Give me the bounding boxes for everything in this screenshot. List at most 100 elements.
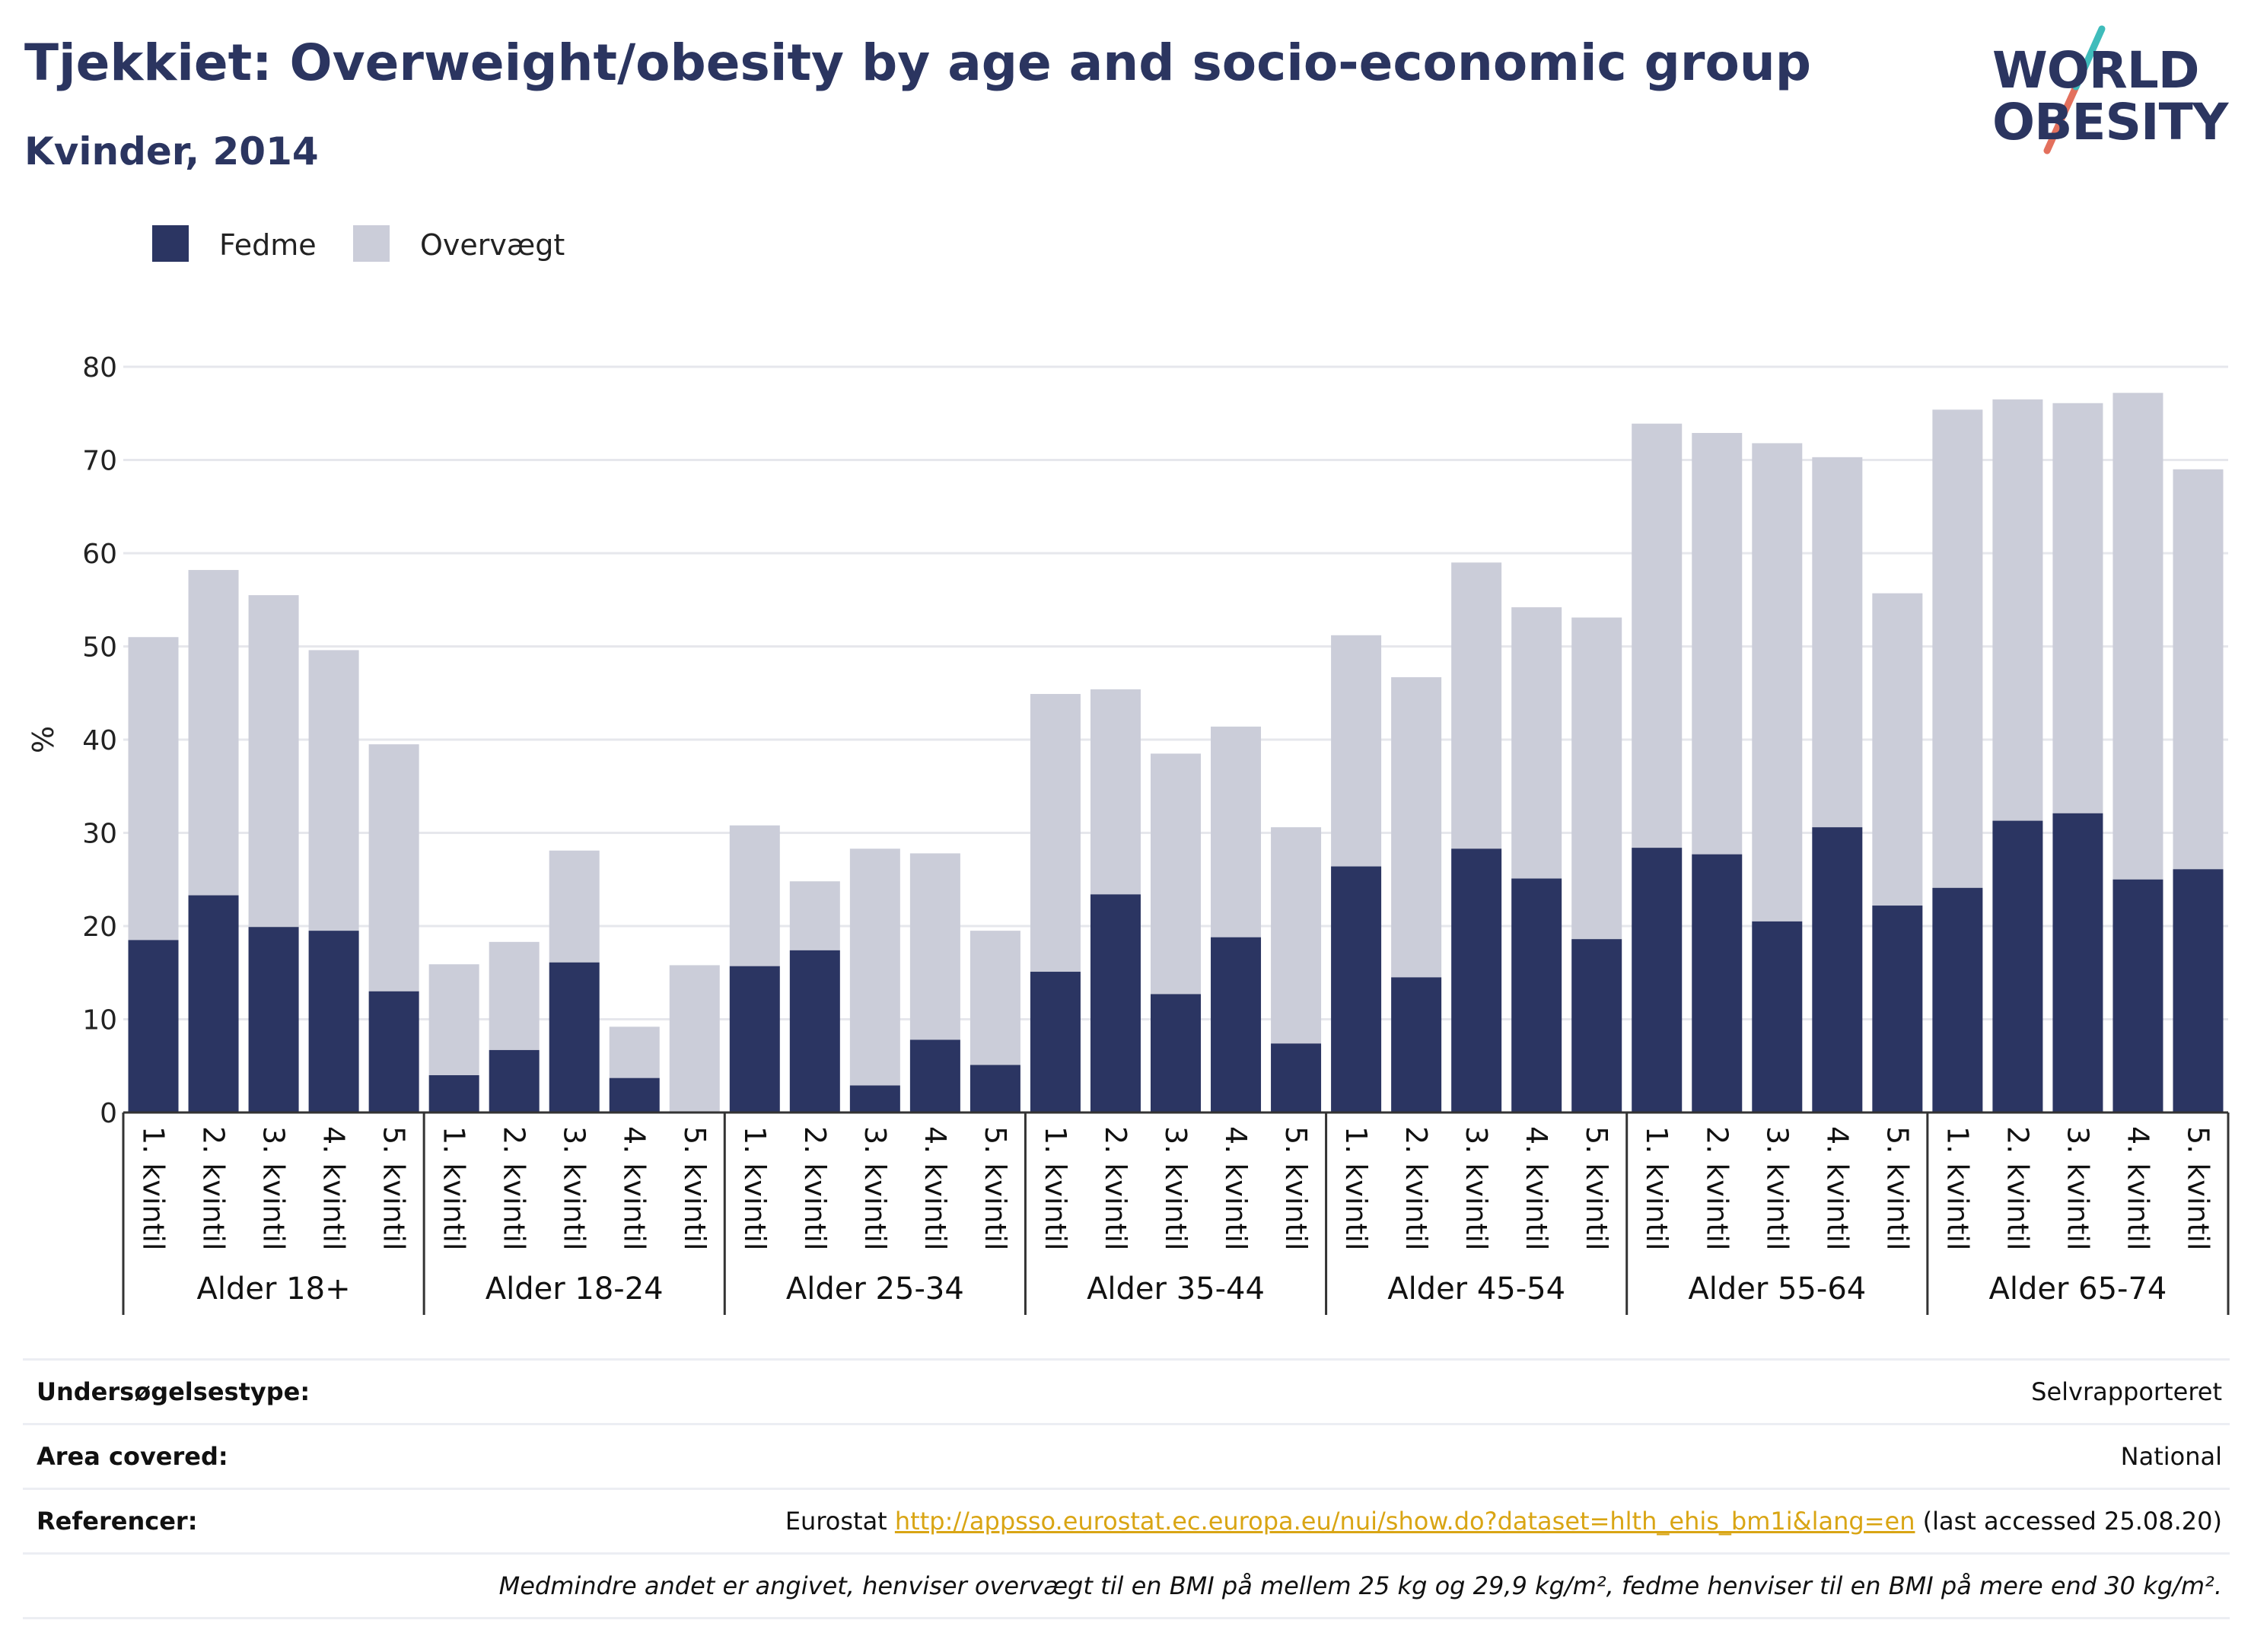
x-tick-label: 4. kvintil: [919, 1126, 952, 1251]
bar-overvaegt[interactable]: [2113, 393, 2163, 880]
y-tick-label: 0: [100, 1098, 117, 1129]
bar-overvaegt[interactable]: [2173, 469, 2224, 870]
bar-overvaegt[interactable]: [1992, 399, 2043, 821]
bar-fedme[interactable]: [609, 1077, 660, 1112]
meta-row-references: Referencer: Eurostat http://appsso.euros…: [23, 1488, 2230, 1552]
page-subtitle: Kvinder, 2014: [24, 129, 319, 173]
bar-fedme[interactable]: [849, 1085, 900, 1112]
x-tick-label: 1. kvintil: [738, 1126, 772, 1251]
x-tick-label: 3. kvintil: [1460, 1126, 1493, 1251]
bar-fedme[interactable]: [1752, 921, 1803, 1112]
bar-fedme[interactable]: [1571, 939, 1622, 1112]
bar-overvaegt[interactable]: [1511, 607, 1562, 879]
x-tick-label: 2. kvintil: [2001, 1126, 2034, 1251]
bar-overvaegt[interactable]: [2052, 403, 2103, 813]
bar-overvaegt[interactable]: [1812, 457, 1863, 828]
bar-overvaegt[interactable]: [789, 881, 840, 950]
bar-overvaegt[interactable]: [1090, 689, 1141, 895]
y-tick-label: 70: [82, 446, 117, 477]
y-tick-label: 40: [82, 725, 117, 756]
bar-fedme[interactable]: [789, 950, 840, 1112]
bar-fedme[interactable]: [549, 962, 600, 1112]
x-tick-label: 5. kvintil: [1880, 1126, 1914, 1251]
bar-overvaegt[interactable]: [909, 853, 960, 1040]
bar-fedme[interactable]: [1271, 1043, 1322, 1112]
bar-overvaegt[interactable]: [1391, 676, 1442, 978]
bar-fedme[interactable]: [248, 927, 299, 1112]
bar-overvaegt[interactable]: [1752, 443, 1803, 921]
bar-overvaegt[interactable]: [489, 941, 540, 1050]
bar-fedme[interactable]: [2113, 879, 2163, 1112]
stacked-bar-chart: 0 10 20 30 40 50 60 70 80% 1. kvintil 2. kvintil 3.…: [27, 352, 2230, 1315]
bar-fedme[interactable]: [969, 1065, 1020, 1112]
bar-overvaegt[interactable]: [1451, 562, 1502, 849]
bar-overvaegt[interactable]: [1151, 753, 1201, 995]
bar-fedme[interactable]: [308, 931, 359, 1112]
bar-overvaegt[interactable]: [368, 744, 419, 992]
y-tick-label: 50: [82, 632, 117, 664]
bar-fedme[interactable]: [909, 1039, 960, 1112]
bar-fedme[interactable]: [2173, 869, 2224, 1112]
bar-fedme[interactable]: [729, 966, 780, 1112]
bar-fedme[interactable]: [428, 1075, 479, 1112]
y-tick-label: 20: [82, 912, 117, 943]
y-tick-label: 30: [82, 819, 117, 850]
bar-fedme[interactable]: [128, 940, 179, 1112]
group-label: Alder 25-34: [786, 1272, 964, 1307]
meta-value-survey-type: Selvrapporteret: [2031, 1377, 2222, 1406]
bar-fedme[interactable]: [1992, 820, 2043, 1112]
bar-fedme[interactable]: [1151, 994, 1201, 1112]
bar-overvaegt[interactable]: [1932, 409, 1983, 888]
meta-note: Medmindre andet er angivet, henviser ove…: [498, 1571, 2222, 1600]
bar-overvaegt[interactable]: [428, 964, 479, 1075]
bar-overvaegt[interactable]: [1331, 635, 1382, 867]
bar-fedme[interactable]: [1211, 937, 1262, 1112]
reference-source: Eurostat: [785, 1507, 895, 1536]
bar-fedme[interactable]: [1632, 848, 1683, 1112]
bar-fedme[interactable]: [188, 895, 239, 1112]
bar-overvaegt[interactable]: [1692, 432, 1743, 855]
bar-overvaegt[interactable]: [1271, 827, 1322, 1044]
bar-fedme[interactable]: [1090, 894, 1141, 1112]
x-tick-label: 4. kvintil: [1820, 1126, 1854, 1251]
x-tick-label: 1. kvintil: [137, 1126, 170, 1251]
bar-overvaegt[interactable]: [308, 650, 359, 931]
x-tick-label: 4. kvintil: [618, 1126, 651, 1251]
group-label: Alder 45-54: [1387, 1272, 1565, 1307]
bar-overvaegt[interactable]: [1872, 593, 1923, 906]
bar-overvaegt[interactable]: [669, 965, 720, 1112]
bar-overvaegt[interactable]: [1571, 617, 1622, 940]
bar-fedme[interactable]: [1030, 972, 1081, 1112]
bar-overvaegt[interactable]: [1632, 423, 1683, 848]
bar-overvaegt[interactable]: [128, 637, 179, 941]
bar-fedme[interactable]: [1451, 848, 1502, 1112]
bar-fedme[interactable]: [368, 991, 419, 1112]
x-tick-label: 5. kvintil: [2181, 1126, 2214, 1251]
x-tick-label: 1. kvintil: [1640, 1126, 1673, 1251]
x-tick-label: 3. kvintil: [1760, 1126, 1794, 1251]
bar-overvaegt[interactable]: [1030, 693, 1081, 972]
reference-link[interactable]: http://appsso.eurostat.ec.europa.eu/nui/…: [894, 1507, 1915, 1536]
bar-fedme[interactable]: [1872, 906, 1923, 1112]
bar-fedme[interactable]: [489, 1049, 540, 1112]
x-tick-label: 3. kvintil: [558, 1126, 591, 1251]
bar-overvaegt[interactable]: [609, 1027, 660, 1078]
bar-overvaegt[interactable]: [549, 850, 600, 963]
bar-overvaegt[interactable]: [969, 931, 1020, 1065]
bar-fedme[interactable]: [1331, 866, 1382, 1112]
bar-overvaegt[interactable]: [729, 825, 780, 966]
x-tick-label: 2. kvintil: [197, 1126, 231, 1251]
bar-fedme[interactable]: [1692, 854, 1743, 1112]
bar-fedme[interactable]: [1391, 977, 1442, 1112]
bar-overvaegt[interactable]: [849, 848, 900, 1086]
x-tick-label: 5. kvintil: [1580, 1126, 1613, 1251]
bar-overvaegt[interactable]: [1211, 726, 1262, 937]
bar-overvaegt[interactable]: [188, 570, 239, 896]
bar-fedme[interactable]: [1932, 887, 1983, 1112]
bar-fedme[interactable]: [1511, 878, 1562, 1112]
bar-fedme[interactable]: [2052, 813, 2103, 1112]
y-tick-label: 60: [82, 539, 117, 570]
x-tick-label: 1. kvintil: [1941, 1126, 1974, 1251]
bar-fedme[interactable]: [1812, 827, 1863, 1112]
bar-overvaegt[interactable]: [248, 595, 299, 928]
